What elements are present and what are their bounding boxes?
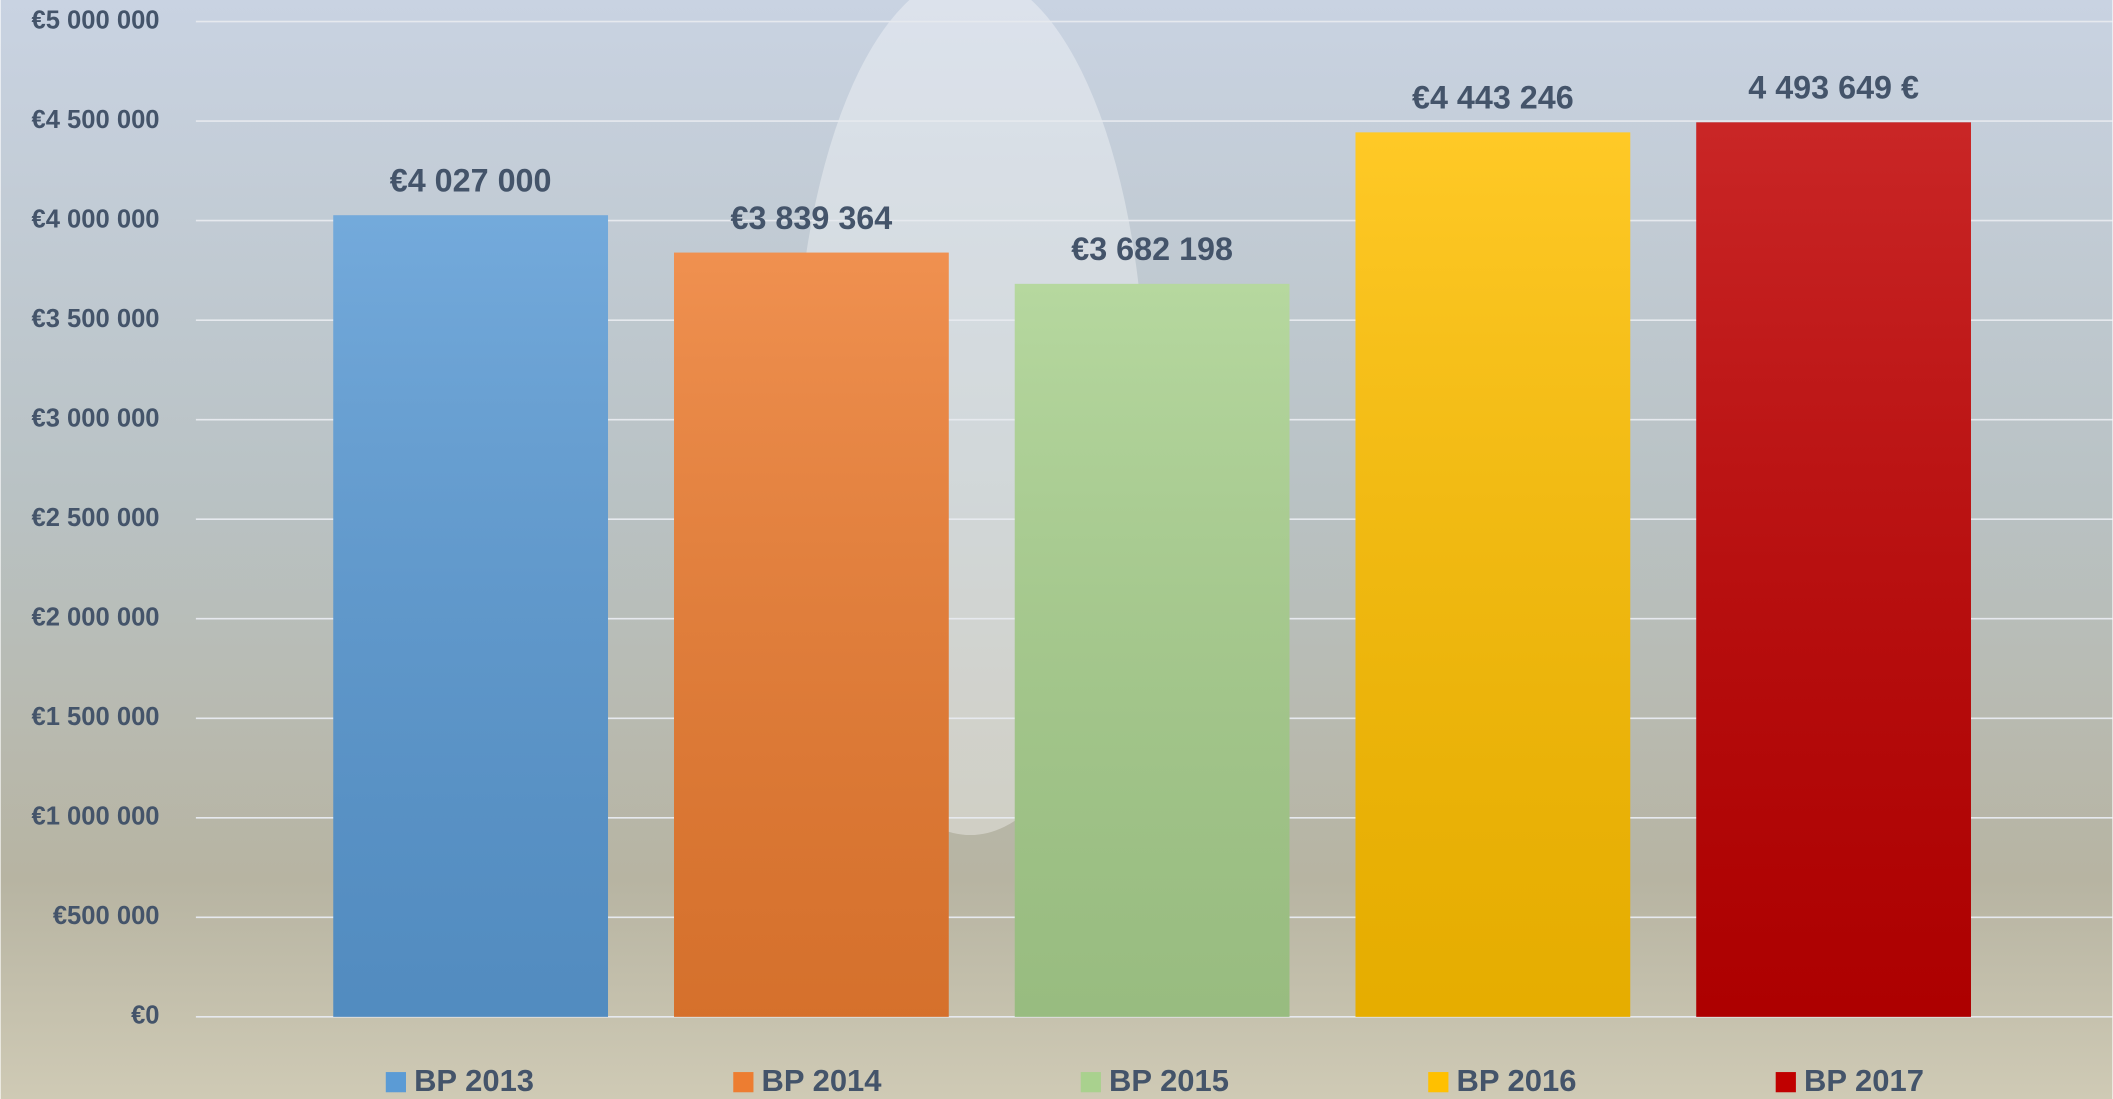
value-label: 4 493 649 € [1748,70,1919,106]
legend-label: BP 2013 [414,1063,534,1098]
y-tick-label: €2 000 000 [32,603,160,631]
legend-swatch [1775,1072,1796,1093]
y-tick-label: €5 000 000 [32,6,160,34]
legend-label: BP 2017 [1804,1063,1924,1098]
legend-swatch [733,1072,754,1093]
value-label: €4 027 000 [390,162,552,198]
y-tick-label: €3 000 000 [32,404,160,432]
bar-shade [674,252,949,1017]
bar-shade [1355,132,1631,1017]
value-label: €4 443 246 [1412,80,1574,116]
legend-label: BP 2014 [762,1063,883,1098]
y-tick-label: €1 000 000 [32,803,160,831]
bar-shade [1014,283,1290,1017]
legend-swatch [1428,1072,1449,1093]
y-tick-label: €1 500 000 [32,703,160,731]
bar-shade [333,215,609,1017]
legend-label: BP 2016 [1457,1063,1577,1098]
legend-label: BP 2015 [1109,1063,1229,1098]
y-tick-label: €4 000 000 [32,205,160,233]
y-tick-label: €4 500 000 [32,106,160,134]
y-tick-label: €0 [131,1002,159,1030]
y-tick-label: €2 500 000 [32,504,160,532]
y-tick-label: €500 000 [53,902,160,930]
value-label: €3 839 364 [731,200,893,236]
value-label: €3 682 198 [1071,231,1233,267]
bar-shade [1696,122,1971,1017]
legend-swatch [1080,1072,1101,1093]
y-tick-label: €3 500 000 [32,305,160,333]
legend-swatch [385,1072,406,1093]
